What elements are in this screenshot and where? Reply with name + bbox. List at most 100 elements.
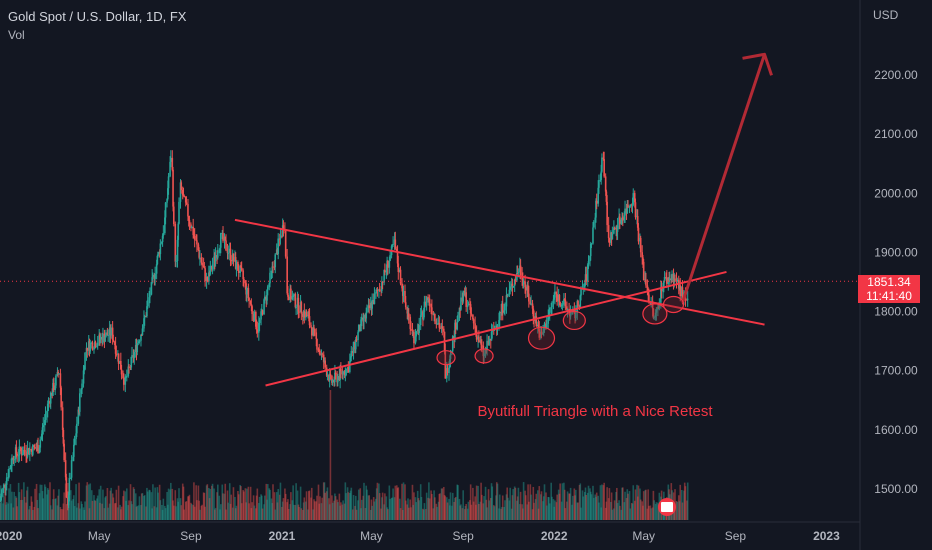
- candle-body: [127, 366, 130, 376]
- volume-bar: [681, 502, 684, 520]
- volume-bar: [602, 485, 605, 520]
- symbol-title[interactable]: Gold Spot / U.S. Dollar, 1D, FX: [8, 9, 187, 24]
- volume-bar: [35, 483, 38, 520]
- retest-circle-marker[interactable]: [642, 303, 668, 325]
- volume-bar: [639, 488, 641, 520]
- volume-bar: [627, 493, 629, 520]
- candle-body: [0, 498, 2, 501]
- volume-bar: [59, 507, 62, 520]
- volume-bar: [390, 498, 393, 520]
- volume-bar: [360, 499, 363, 520]
- candle-body: [373, 293, 376, 305]
- retest-circle-marker[interactable]: [527, 326, 556, 350]
- currency-label[interactable]: USD: [873, 8, 899, 22]
- candle-body: [185, 202, 188, 205]
- candle-body: [470, 313, 473, 315]
- volume-bar: [0, 485, 2, 520]
- candle-body: [240, 267, 243, 271]
- volume-bar: [178, 488, 180, 520]
- volume-bar: [326, 487, 329, 520]
- candle-body: [686, 299, 688, 301]
- volume-bar: [266, 484, 269, 520]
- volume-bar: [193, 506, 196, 520]
- volume-bar: [209, 488, 212, 520]
- retest-circle-marker[interactable]: [662, 295, 685, 314]
- volume-bar: [457, 485, 459, 520]
- candle-body: [125, 376, 127, 378]
- retest-circle-marker[interactable]: [474, 348, 494, 364]
- volume-bar: [394, 485, 397, 520]
- volume-bar: [7, 503, 10, 520]
- candle-body: [216, 251, 219, 258]
- volume-bar: [441, 488, 444, 520]
- breakout-arrow[interactable]: [681, 53, 766, 304]
- candle-body: [249, 300, 252, 305]
- candle-body: [378, 289, 381, 291]
- candle-body: [686, 298, 689, 300]
- volume-bar: [185, 501, 188, 520]
- volume-bar: [538, 486, 541, 520]
- volume-bar: [498, 494, 501, 520]
- candle-body: [110, 327, 112, 336]
- candle-body: [331, 375, 333, 383]
- volume-bar: [300, 508, 303, 520]
- volume-bar: [99, 502, 101, 520]
- volume-bar: [96, 498, 98, 520]
- volume-bar: [281, 501, 284, 520]
- volume-bar: [506, 487, 508, 520]
- volume-bar: [398, 498, 401, 520]
- volume-bar: [445, 497, 448, 520]
- volume-bar: [472, 487, 474, 520]
- candle-body: [446, 368, 449, 373]
- volume-bar: [555, 502, 558, 520]
- volume-bar: [32, 509, 34, 520]
- candle-body: [46, 411, 48, 415]
- volume-bar: [548, 497, 550, 520]
- candle-body: [484, 349, 487, 354]
- breakout-arrow-head[interactable]: [742, 52, 773, 76]
- candle-body: [613, 227, 616, 230]
- retest-circle-marker[interactable]: [562, 310, 586, 331]
- candle-body: [67, 494, 70, 506]
- triangle-lower-trendline[interactable]: [265, 270, 727, 387]
- volume-bar: [418, 500, 420, 520]
- volume-bar: [495, 495, 497, 520]
- volume-bar: [196, 500, 198, 520]
- volume-bar: [525, 495, 527, 520]
- candle-body: [2, 484, 5, 489]
- volume-bar: [249, 486, 252, 520]
- triangle-upper-trendline[interactable]: [234, 218, 765, 326]
- volume-bar: [413, 492, 415, 520]
- candle-body: [61, 407, 64, 430]
- candle-body: [128, 366, 130, 368]
- candle-body: [167, 176, 170, 189]
- candle-body: [35, 448, 38, 450]
- candle-body: [388, 260, 391, 268]
- candle-body: [23, 450, 25, 455]
- volume-bar: [350, 487, 353, 520]
- volume-bar: [192, 505, 194, 520]
- volume-bar: [46, 494, 48, 520]
- volume-bar: [140, 505, 142, 520]
- candle-body: [247, 288, 250, 299]
- candle-body: [9, 467, 12, 469]
- candle-body: [357, 332, 359, 340]
- volume-bar: [574, 495, 576, 520]
- volume-bar: [146, 487, 148, 520]
- volume-bar: [677, 495, 680, 520]
- volume-bar: [263, 495, 266, 520]
- candle-body: [114, 345, 117, 354]
- volume-bar: [134, 493, 137, 520]
- candle-body: [666, 277, 668, 284]
- candle-body: [636, 216, 639, 228]
- annotation-text[interactable]: Byutifull Triangle with a Nice Retest: [477, 403, 713, 420]
- retest-circle-marker[interactable]: [436, 350, 456, 366]
- candle-body: [430, 306, 432, 308]
- candle-body: [516, 272, 519, 274]
- volume-label[interactable]: Vol: [8, 28, 25, 42]
- volume-bar: [604, 507, 607, 520]
- volume-bar: [299, 486, 302, 520]
- volume-bar: [641, 501, 644, 520]
